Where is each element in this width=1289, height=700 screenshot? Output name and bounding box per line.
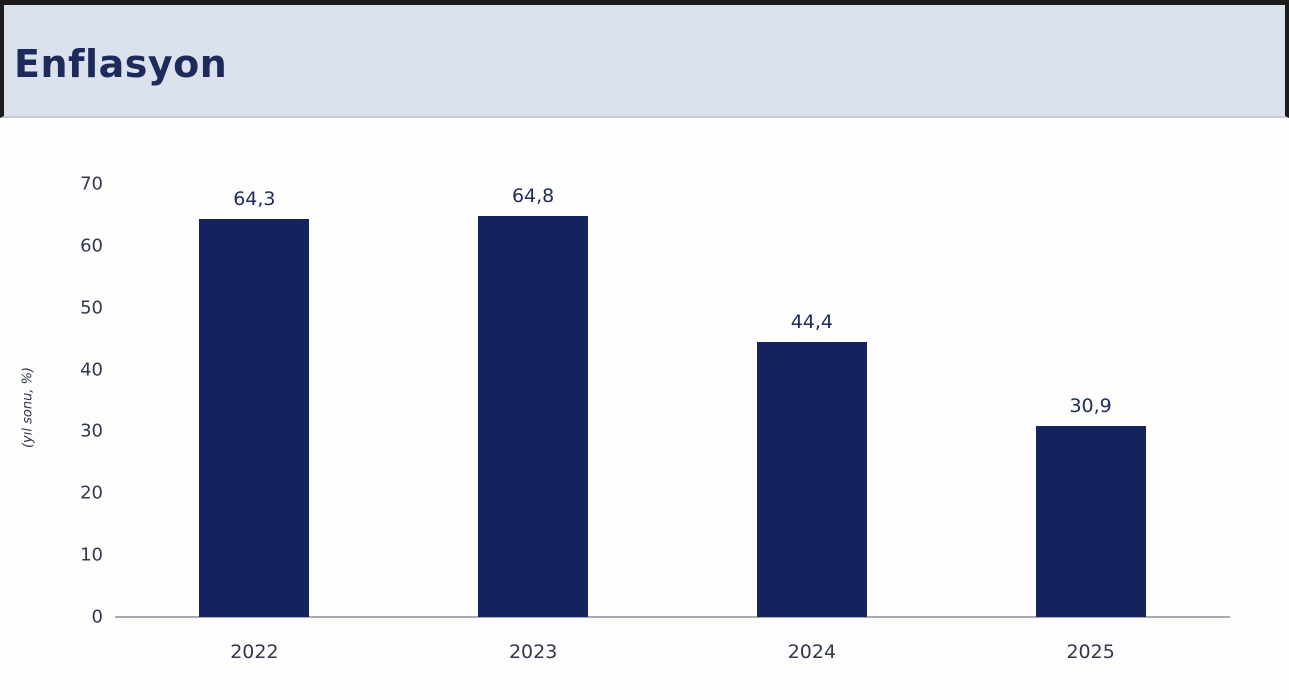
- bar-group-2025: 30,9 2025: [1035, 395, 1146, 663]
- bar-2024: [756, 342, 867, 617]
- bar-group-2023: 64,8 2023: [478, 185, 589, 663]
- bar-value-label: 30,9: [1069, 394, 1112, 417]
- y-tick-label: 60: [80, 235, 103, 257]
- x-axis-category-label: 2023: [508, 641, 558, 663]
- y-tick-label: 30: [80, 420, 103, 442]
- page-title: Enflasyon: [14, 41, 228, 86]
- bar-2025: [1035, 425, 1146, 617]
- plot-area: 64,3 2022 64,8 2023 44,4 2024 30,9 2025: [115, 184, 1230, 663]
- slide-header: Enflasyon: [0, 5, 1289, 118]
- x-axis-category-label: 2022: [230, 641, 279, 663]
- bar-value-label: 64,8: [511, 185, 555, 208]
- x-axis-line: [115, 616, 1230, 618]
- bar-2022: [199, 219, 310, 617]
- bar-value-label: 64,3: [233, 188, 276, 211]
- slide-top-edge: [0, 0, 1289, 5]
- x-axis-category-label: 2024: [787, 641, 837, 663]
- y-tick-label: 70: [80, 173, 103, 195]
- y-tick-label: 50: [80, 297, 103, 319]
- bar-group-2022: 64,3 2022: [199, 188, 310, 663]
- y-tick-label: 0: [91, 606, 103, 628]
- y-axis-ticks: 0 10 20 30 40 50 60 70: [0, 118, 103, 700]
- bar-2023: [478, 216, 589, 617]
- y-tick-label: 40: [80, 359, 103, 381]
- x-axis-category-label: 2025: [1066, 641, 1115, 663]
- bar-value-label: 44,4: [790, 311, 834, 334]
- bar-group-2024: 44,4 2024: [756, 311, 867, 663]
- y-tick-label: 20: [80, 482, 103, 504]
- y-tick-label: 10: [80, 544, 103, 566]
- inflation-bar-chart: (yıl sonu, %) 0 10 20 30 40 50 60 70 64,3 2022 64…: [0, 118, 1289, 700]
